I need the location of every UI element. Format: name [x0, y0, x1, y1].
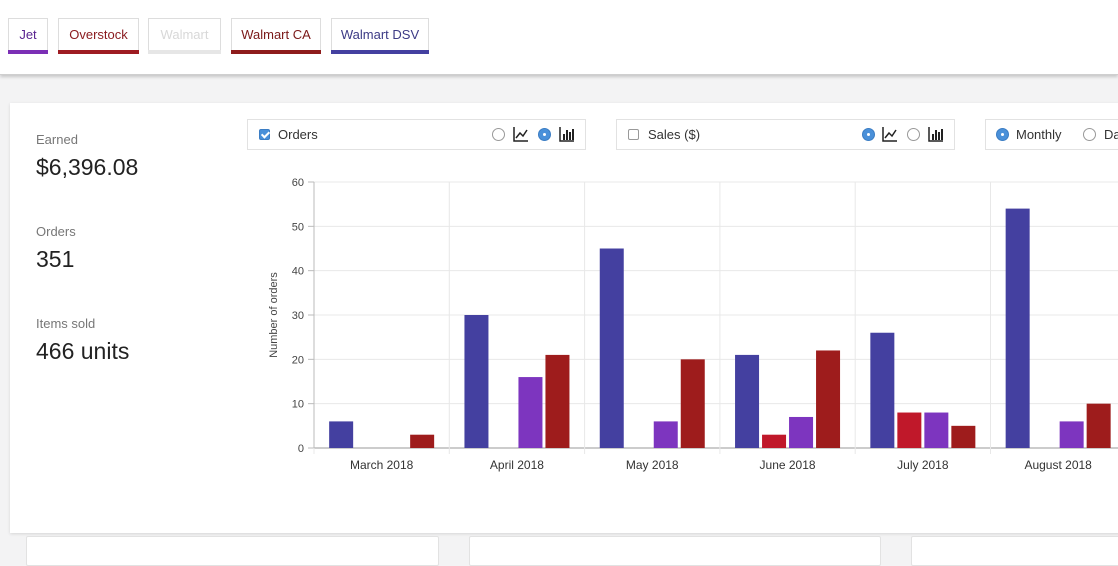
orders-checkbox[interactable]	[259, 129, 270, 140]
monthly-label: Monthly	[1016, 127, 1062, 142]
line-chart-icon	[513, 127, 528, 142]
tab-walmart-dsv-underline	[331, 50, 429, 54]
marketplace-tab-bar: Jet Overstock Walmart Walmart CA Walmart…	[0, 0, 1118, 75]
tab-overstock[interactable]: Overstock	[58, 18, 139, 54]
orders-bar-radio[interactable]	[538, 128, 551, 141]
tab-walmart-dsv-label: Walmart DSV	[340, 27, 420, 42]
bar-chart-icon	[928, 127, 943, 142]
period-control: Monthly Da	[985, 119, 1118, 150]
tab-jet[interactable]: Jet	[8, 18, 48, 54]
sales-checkbox[interactable]	[628, 129, 639, 140]
tab-walmart-label: Walmart	[160, 27, 209, 42]
dashboard-panel	[10, 103, 1118, 533]
summary-card-1	[26, 536, 439, 566]
tab-walmart[interactable]: Walmart	[148, 18, 221, 54]
sales-bar-radio[interactable]	[907, 128, 920, 141]
tab-walmart-ca-underline	[231, 50, 321, 54]
tab-overstock-underline	[58, 50, 139, 54]
orders-value: 351	[36, 246, 75, 272]
items-sold-label: Items sold	[36, 316, 96, 331]
orders-series-control: Orders	[247, 119, 586, 150]
items-sold-value: 466 units	[36, 338, 130, 364]
tab-jet-underline	[8, 50, 48, 54]
sales-series-control: Sales ($)	[616, 119, 955, 150]
summary-card-2	[469, 536, 881, 566]
bar-chart-icon	[559, 127, 574, 142]
earned-value: $6,396.08	[36, 154, 139, 180]
orders-line-radio[interactable]	[492, 128, 505, 141]
earned-label: Earned	[36, 132, 78, 147]
tab-walmart-underline	[148, 50, 221, 54]
sales-checkbox-label: Sales ($)	[648, 127, 701, 142]
sales-line-radio[interactable]	[862, 128, 875, 141]
tab-overstock-label: Overstock	[69, 27, 128, 42]
tab-walmart-ca-label: Walmart CA	[241, 27, 311, 42]
summary-card-3	[911, 536, 1118, 566]
orders-label: Orders	[36, 224, 76, 239]
orders-checkbox-label: Orders	[278, 127, 318, 142]
tab-jet-label: Jet	[19, 27, 37, 42]
daily-radio[interactable]	[1083, 128, 1096, 141]
line-chart-icon	[882, 127, 897, 142]
tab-walmart-dsv[interactable]: Walmart DSV	[331, 18, 429, 54]
tab-walmart-ca[interactable]: Walmart CA	[231, 18, 321, 54]
daily-label: Da	[1104, 127, 1118, 142]
monthly-radio[interactable]	[996, 128, 1009, 141]
